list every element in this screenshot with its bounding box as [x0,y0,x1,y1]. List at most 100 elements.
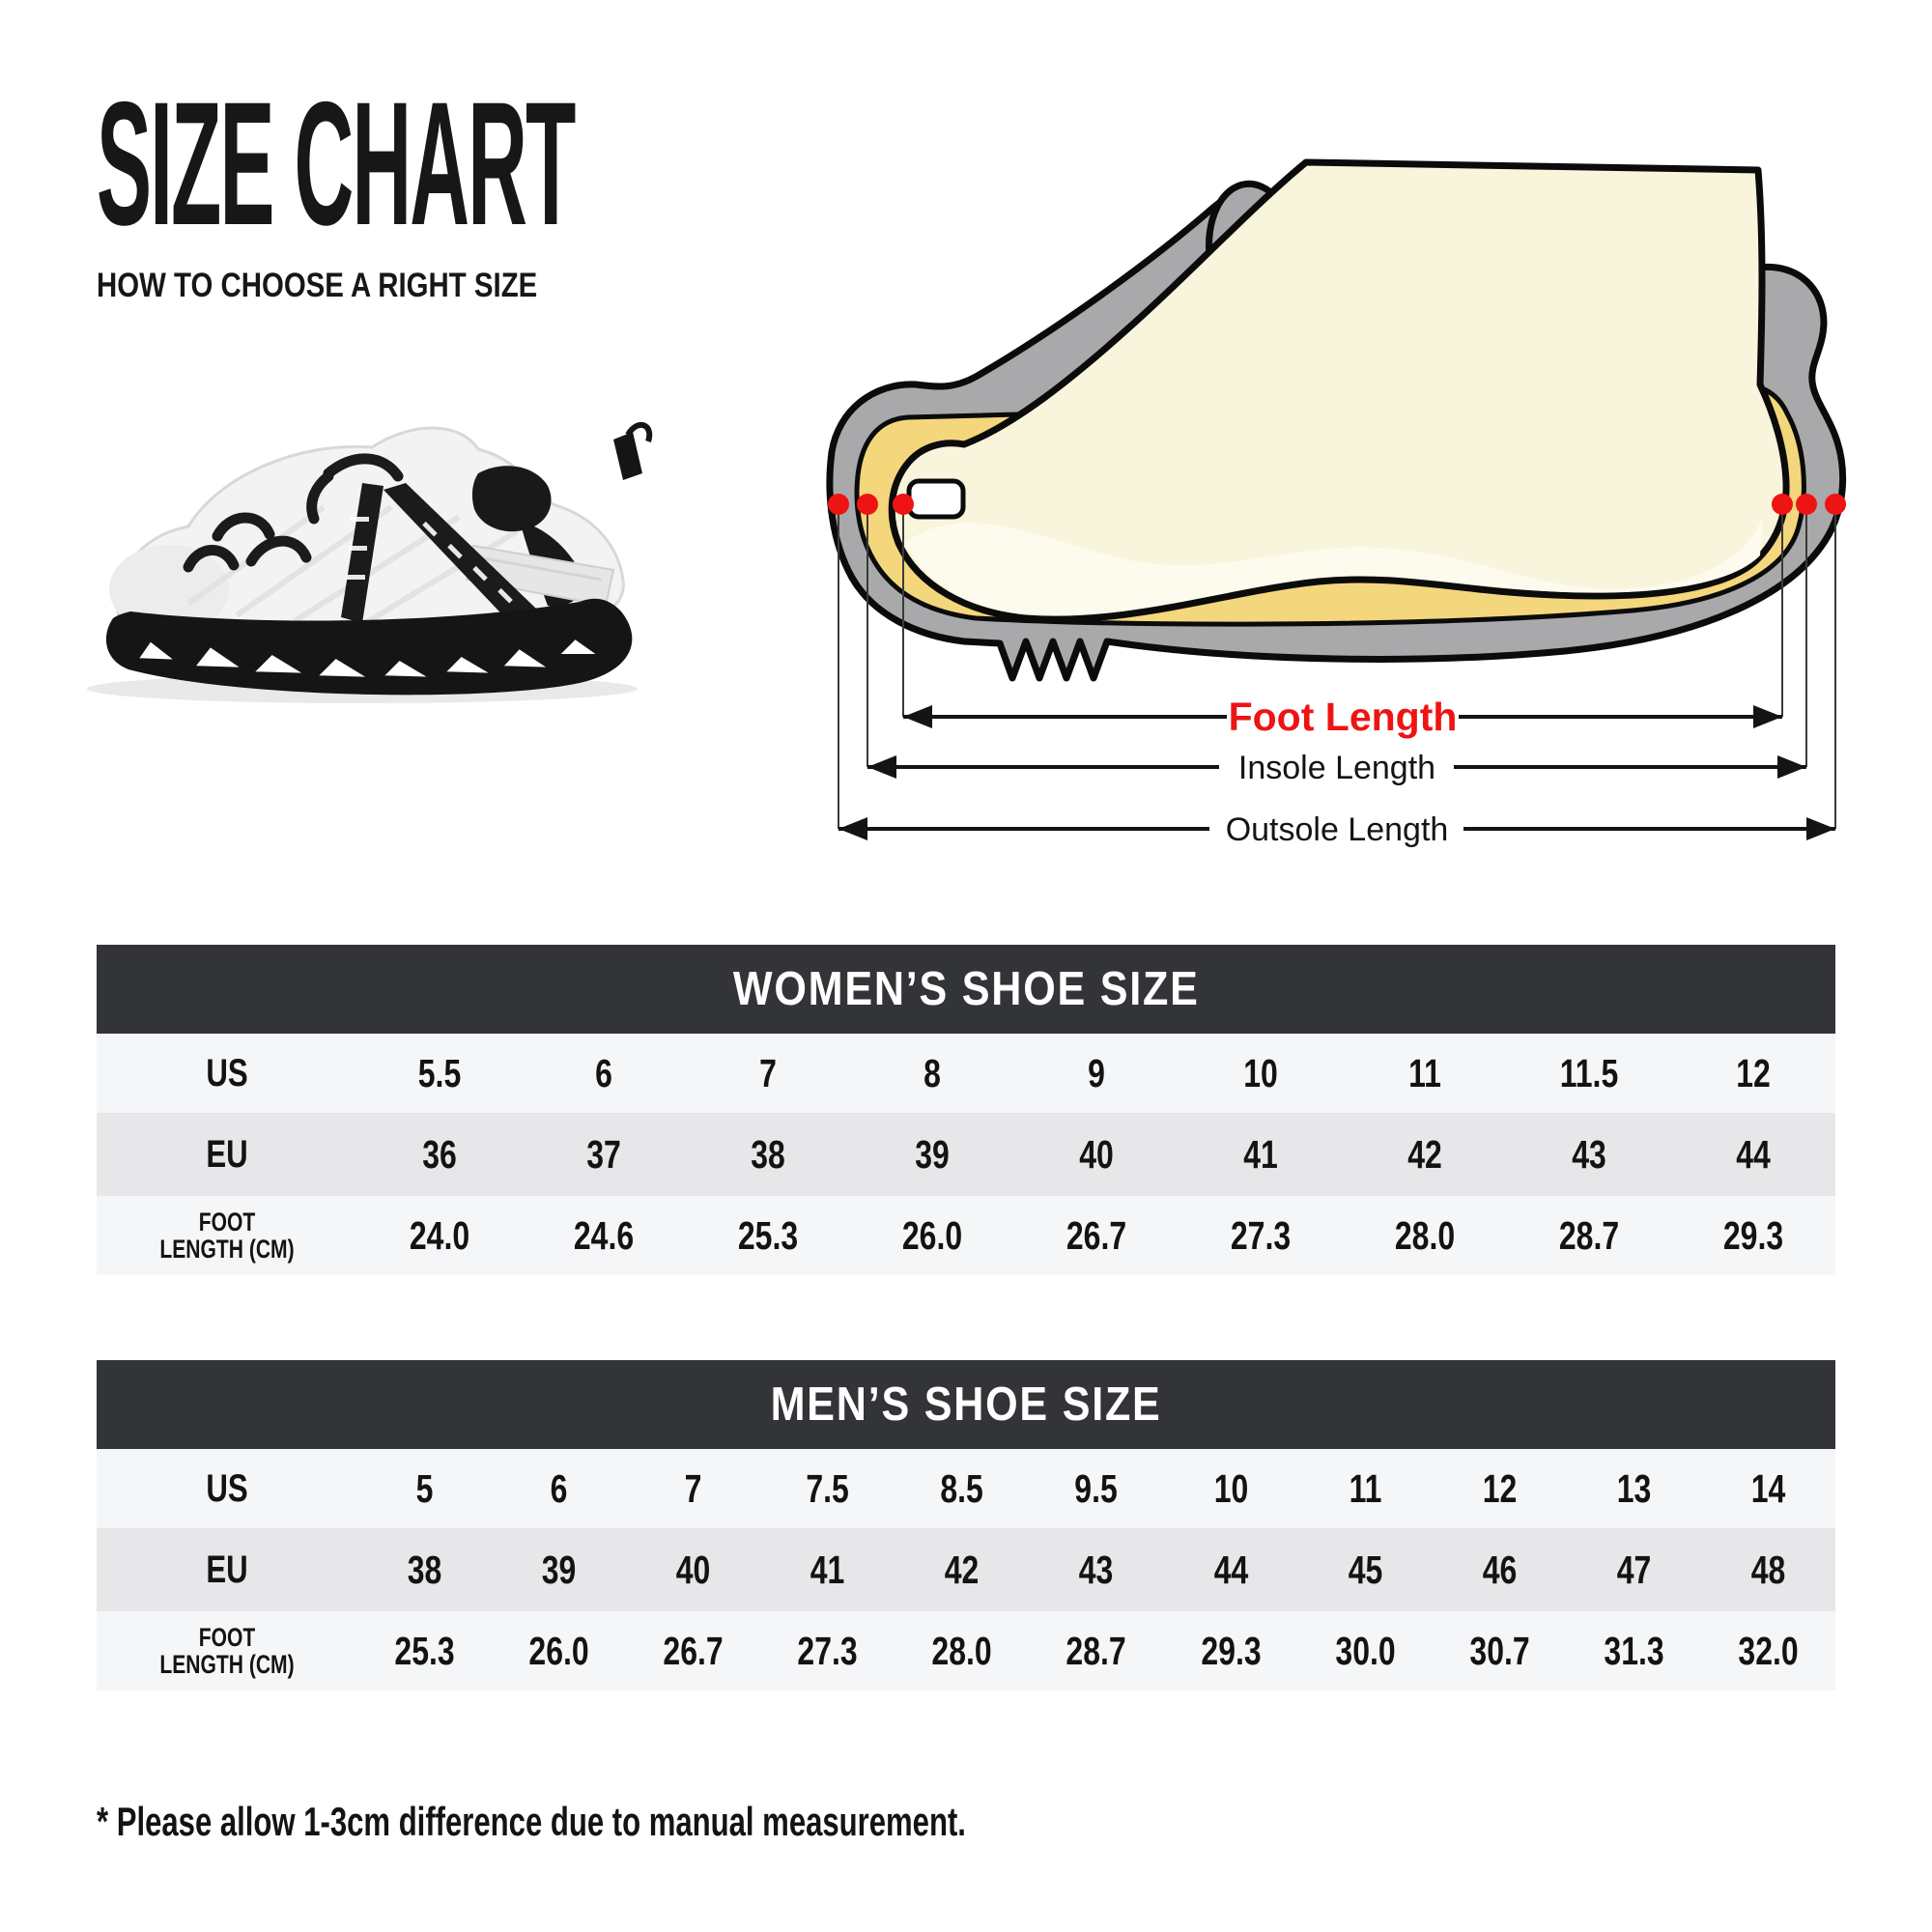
size-cell: 36 [422,1131,457,1177]
size-cell: 28.0 [931,1628,993,1673]
arrowhead-right [1806,817,1835,840]
heel-tab [613,432,642,480]
size-cell: 27.3 [1230,1212,1292,1258]
size-cell: 47 [1616,1547,1652,1592]
measurement-dot [893,494,914,515]
size-cell: 46 [1482,1547,1518,1592]
size-cell: 8.5 [940,1465,984,1511]
outsole-length-label: Outsole Length [1226,811,1449,848]
toe-cap [109,545,229,634]
arrowhead-left [838,817,867,840]
arrowhead-left [903,705,932,728]
lace-cage-vertical [341,483,384,623]
size-cell: 24.0 [409,1212,470,1258]
size-cell: 40 [1079,1131,1114,1177]
page-title: SIZE CHART [97,65,576,262]
product-shoe-image [87,422,653,703]
foot-measurement-diagram: Foot Length Insole Length Outsole Length [826,158,1847,848]
size-cell: 25.3 [737,1212,799,1258]
size-cell: 10 [1213,1465,1248,1511]
size-cell: 7 [684,1465,702,1511]
size-cell: 9.5 [1074,1465,1119,1511]
page-subtitle: HOW TO CHOOSE A RIGHT SIZE [97,267,538,304]
size-cell: 38 [751,1131,785,1177]
measurement-dot [857,494,878,515]
toenail [906,478,966,520]
size-cell: 27.3 [797,1628,858,1673]
size-cell: 29.3 [1200,1628,1262,1673]
size-cell: 25.3 [394,1628,455,1673]
size-cell: 26.7 [1065,1212,1127,1258]
insole-length-label: Insole Length [1238,750,1435,786]
size-row-eu: EU 38 39 40 41 42 43 44 45 46 47 48 [97,1528,1835,1611]
size-cell: 6 [595,1050,612,1095]
size-cell: 26.0 [901,1212,963,1258]
size-cell: 8 [923,1050,941,1095]
foot-sole-highlight [904,517,1763,616]
arrowhead-right [1777,755,1806,779]
size-cell: 28.7 [1558,1212,1620,1258]
size-cell: 43 [1079,1547,1114,1592]
measurement-dots [828,494,1846,515]
size-cell: 37 [586,1131,621,1177]
size-cell: 5 [415,1465,434,1511]
measurement-guide-lines [838,506,1836,829]
size-cell: 39 [541,1547,577,1592]
mens-size-table: MEN’S SHOE SIZE US 5 6 7 7.5 8.5 9.5 10 … [97,1360,1835,1690]
foot-illustration [888,158,1790,623]
sole-lattice-holes [128,631,611,685]
size-cell: 11 [1349,1465,1382,1511]
size-cell: 28.0 [1394,1212,1456,1258]
size-cell: 9 [1088,1050,1105,1095]
strap-dashes [347,517,513,604]
row-label: EU [206,1132,248,1176]
size-cell: 31.3 [1604,1628,1664,1673]
measurement-dot [1772,494,1793,515]
size-cell: 30.0 [1335,1628,1396,1673]
heel-loop [625,422,653,442]
table-title: WOMEN’S SHOE SIZE [732,963,1200,1015]
size-cell: 13 [1616,1465,1652,1511]
size-cell: 42 [945,1547,980,1592]
size-cell: 26.0 [528,1628,589,1673]
size-cell: 44 [1736,1131,1771,1177]
row-label: US [206,1051,248,1094]
size-cell: 12 [1736,1050,1771,1095]
size-cell: 24.6 [573,1212,635,1258]
size-cell: 39 [915,1131,950,1177]
size-cell: 43 [1572,1131,1606,1177]
size-cell: 6 [550,1465,568,1511]
size-cell: 26.7 [663,1628,724,1673]
size-cell: 12 [1482,1465,1518,1511]
measurement-dot [1796,494,1817,515]
size-cell: 44 [1213,1547,1248,1592]
heel-strap-stitch [477,555,603,582]
title-block: SIZE CHART HOW TO CHOOSE A RIGHT SIZE [97,75,1113,305]
womens-table-header: WOMEN’S SHOE SIZE [97,945,1835,1034]
laces [183,453,404,573]
size-cell: 32.0 [1738,1628,1799,1673]
size-cell: 11 [1408,1050,1441,1095]
row-label: EU [206,1548,248,1591]
size-cell: 7.5 [806,1465,850,1511]
row-label: FOOT LENGTH (CM) [159,1622,295,1679]
size-row-footlength: FOOT LENGTH (CM) 24.0 24.6 25.3 26.0 26.… [97,1196,1835,1275]
size-cell: 41 [810,1547,845,1592]
row-label: US [206,1466,248,1510]
size-cell: 48 [1750,1547,1786,1592]
size-cell: 29.3 [1722,1212,1784,1258]
womens-size-table: WOMEN’S SHOE SIZE US 5.5 6 7 8 9 10 11 1… [97,945,1835,1275]
mens-table-header: MEN’S SHOE SIZE [97,1360,1835,1449]
measurement-dot [1825,494,1846,515]
size-cell: 40 [675,1547,711,1592]
table-title: MEN’S SHOE SIZE [770,1378,1162,1431]
arrowhead-right [1753,705,1782,728]
foot-length-label: Foot Length [1229,695,1458,739]
size-row-eu: EU 36 37 38 39 40 41 42 43 44 [97,1113,1835,1196]
measurement-dot [828,494,849,515]
arrowhead-left [867,755,896,779]
size-row-us: US 5 6 7 7.5 8.5 9.5 10 11 12 13 14 [97,1449,1835,1528]
size-cell: 45 [1348,1547,1382,1592]
shoe-collar [471,466,552,532]
